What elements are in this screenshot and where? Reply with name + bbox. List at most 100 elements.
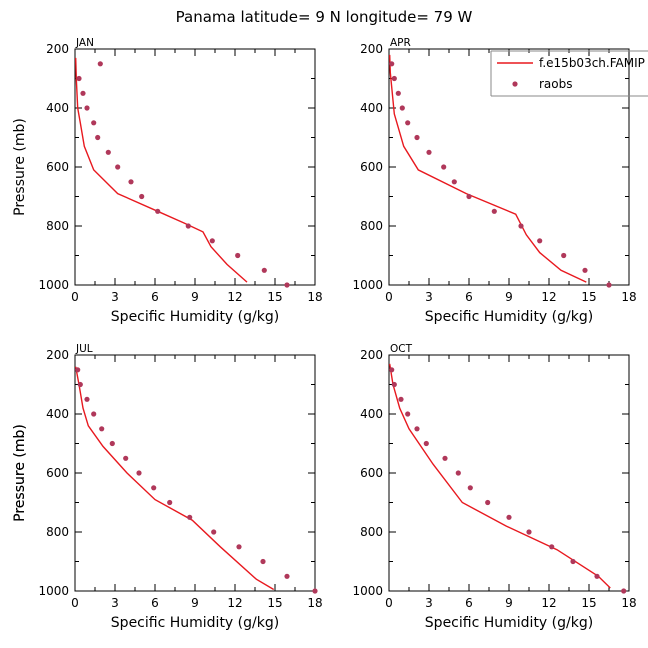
panel-jan: JAN 0 3 6 9 12 15 18 200 400 600 800 1000 Specific Hu… [12, 37, 323, 325]
apr-plot-frame [388, 48, 630, 286]
apr-raobs-point [441, 164, 447, 170]
apr-xtick-label: 18 [621, 290, 636, 304]
jan-raobs-point [284, 282, 290, 288]
oct-raobs-point [442, 455, 448, 461]
jul-raobs-point [123, 455, 129, 461]
oct-raobs-point [621, 588, 627, 594]
oct-raobs-point [391, 381, 397, 388]
apr-raobs-point [518, 223, 524, 229]
apr-raobs-point [426, 149, 432, 155]
legend-obs-label: raobs [539, 77, 573, 91]
jul-raobs-point [284, 573, 290, 579]
oct-raobs-point [455, 470, 461, 476]
oct-raobs-point [405, 411, 411, 417]
jul-raobs-point [91, 411, 97, 417]
jan-xtick-label: 0 [71, 290, 79, 304]
jan-y-axis-label: Pressure (mb) [12, 118, 28, 216]
jul-plot-frame [74, 354, 316, 592]
jul-model-line [75, 366, 275, 591]
jul-xtick-label: 3 [111, 596, 119, 610]
apr-raobs-point [561, 252, 567, 259]
jul-ytick-label: 600 [46, 466, 69, 480]
apr-ytick-label: 200 [360, 42, 383, 56]
oct-raobs-point [423, 440, 429, 447]
apr-model-line [389, 54, 587, 283]
oct-xtick-label: 15 [581, 596, 596, 610]
panel-apr: APR 0 3 6 9 12 15 18 200 400 600 800 1000 Specific Hu… [352, 37, 636, 325]
oct-xtick-label: 3 [425, 596, 433, 610]
jan-raobs-point [261, 267, 267, 273]
oct-raobs-point [526, 529, 532, 535]
oct-xtick-label: 18 [621, 596, 636, 610]
apr-xtick-label: 12 [541, 290, 556, 304]
oct-y-axis-label: Pressure (mb) [12, 424, 28, 522]
jul-raobs-point [75, 367, 81, 373]
jan-x-axis-label: Specific Humidity (g/kg) [111, 309, 279, 325]
panels: JAN 0 3 6 9 12 15 18 200 400 600 800 1000 Specific Hu… [12, 37, 637, 631]
jul-xtick-label: 15 [267, 596, 282, 610]
jan-xtick-label: 6 [151, 290, 159, 304]
oct-model-line [389, 363, 611, 589]
apr-raobs-point [391, 75, 397, 82]
oct-xtick-label: 6 [465, 596, 473, 610]
jul-raobs-point [260, 558, 266, 565]
jul-xtick-label: 6 [151, 596, 159, 610]
oct-raobs-point [398, 396, 404, 402]
apr-x-axis-label: Specific Humidity (g/kg) [425, 309, 593, 325]
oct-xtick-label: 0 [385, 596, 393, 610]
jan-raobs-point [91, 120, 97, 126]
oct-x-axis-label: Specific Humidity (g/kg) [425, 615, 593, 631]
oct-raobs-point [506, 514, 512, 520]
jul-xtick-label: 9 [191, 596, 199, 610]
apr-raobs-point [389, 61, 395, 67]
jan-raobs-point [76, 75, 82, 82]
panel-oct: OCT 0 3 6 9 12 15 18 200 400 600 800 1000 Specific Hu… [12, 343, 637, 631]
oct-plot-frame [388, 354, 630, 592]
oct-raobs-point [594, 573, 600, 579]
apr-raobs-point [399, 105, 405, 111]
jan-xtick-label: 15 [267, 290, 282, 304]
oct-ytick-label: 200 [360, 348, 383, 362]
apr-xtick-label: 6 [465, 290, 473, 304]
jul-raobs-point [167, 499, 173, 506]
jul-raobs-point [211, 529, 217, 535]
oct-ytick-label: 400 [360, 407, 383, 421]
jul-raobs-point [136, 470, 142, 476]
oct-raobs-point [570, 558, 576, 565]
oct-month-label: OCT [390, 343, 413, 355]
jul-xtick-label: 12 [227, 596, 242, 610]
jan-raobs-point [128, 179, 134, 185]
apr-raobs-point [466, 193, 472, 200]
jan-raobs-point [105, 149, 111, 155]
jul-raobs-point [151, 485, 157, 491]
jan-ytick-label: 400 [46, 101, 69, 115]
jan-plot-frame [74, 48, 316, 286]
apr-raobs-point [405, 120, 411, 126]
legend: f.e15b03ch.FAMIP raobs [490, 50, 648, 97]
apr-raobs-point [395, 90, 401, 96]
jul-y-axis-label: Pressure (mb) [12, 424, 28, 522]
jan-month-label: JAN [75, 37, 94, 49]
jul-ytick-label: 200 [46, 348, 69, 362]
jan-xtick-label: 3 [111, 290, 119, 304]
jan-raobs-point [139, 193, 145, 200]
jul-month-label: JUL [75, 343, 93, 355]
jan-model-line [75, 57, 248, 283]
figure-title: Panama latitude= 9 N longitude= 79 W [176, 8, 473, 26]
jul-raobs-point [84, 396, 90, 402]
jan-xtick-label: 18 [307, 290, 322, 304]
oct-raobs-point [467, 485, 473, 491]
jul-raobs-point [312, 588, 318, 594]
jan-raobs-point [95, 134, 101, 141]
jan-ytick-label: 600 [46, 160, 69, 174]
oct-ytick-label: 600 [360, 466, 383, 480]
apr-ytick-label: 1000 [352, 278, 383, 292]
apr-raobs-point [451, 179, 457, 185]
apr-raobs-point [606, 282, 612, 288]
jul-ytick-label: 400 [46, 407, 69, 421]
oct-ytick-label: 800 [360, 525, 383, 539]
apr-month-label: APR [390, 37, 411, 49]
apr-xtick-label: 3 [425, 290, 433, 304]
jan-ytick-label: 1000 [38, 278, 69, 292]
